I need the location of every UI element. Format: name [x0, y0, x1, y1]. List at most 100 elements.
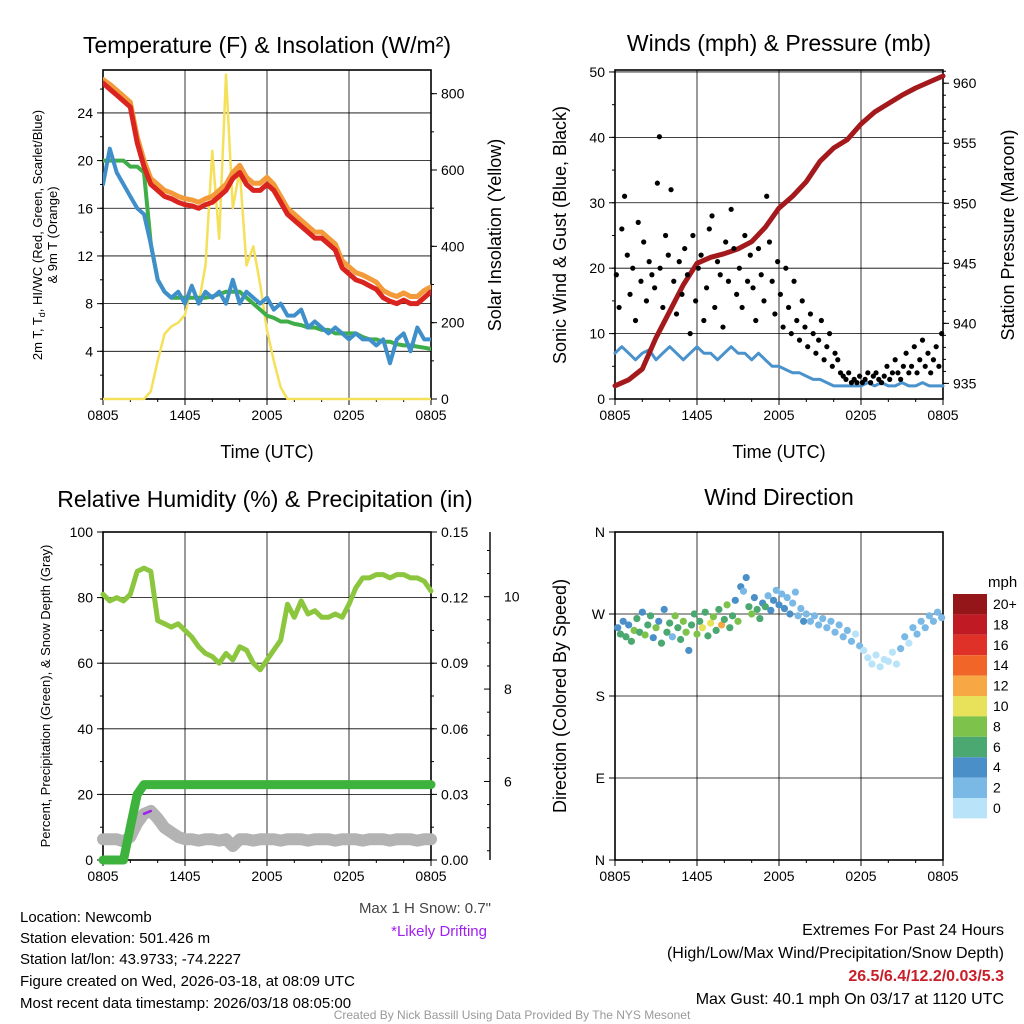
rh-y-tick-label: 0	[85, 852, 93, 868]
wind-direction-point	[671, 612, 679, 620]
legend-swatch-4	[953, 675, 987, 696]
legend-label: 12	[993, 678, 1009, 694]
wind-direction-point	[625, 621, 633, 629]
snow-depth-tick-label: 8	[504, 681, 512, 697]
temp-y2-tick-label: 200	[441, 315, 465, 331]
wind-direction-point	[769, 596, 778, 604]
gust-point	[928, 370, 934, 376]
legend-label: 10	[993, 698, 1009, 714]
temp-y-label: 2m T, Td, HI/WC (Red, Green, Scarlet/Blu…	[30, 110, 47, 360]
series-relative-humidity	[100, 565, 434, 673]
gust-point	[698, 252, 704, 258]
gust-point	[657, 265, 663, 271]
wind-direction-point	[638, 608, 646, 616]
wind-direction-point	[831, 628, 839, 636]
legend-label: 6	[993, 739, 1001, 755]
gust-point	[734, 291, 740, 297]
temp-y-label-subscript: d	[37, 312, 47, 317]
wind-direction-point	[652, 624, 660, 632]
legend-label: 14	[993, 657, 1009, 673]
wind-direction-point	[712, 626, 720, 635]
gust-point	[714, 259, 721, 265]
wind-direction-point	[843, 626, 851, 635]
wind-direction-point	[742, 573, 750, 582]
gust-point	[900, 363, 906, 369]
wind-direction-point	[938, 614, 946, 622]
wind-direction-point	[674, 624, 682, 632]
gust-point	[616, 304, 622, 311]
gust-point	[684, 272, 691, 278]
gust-point	[933, 344, 939, 350]
gust-point	[898, 376, 904, 382]
wind-direction-point	[709, 613, 718, 621]
wind-direction-point	[696, 617, 704, 625]
temp-x-tick-label: 2005	[251, 407, 282, 423]
gust-point	[632, 317, 639, 324]
wind-x-tick-label: 0205	[845, 407, 876, 423]
gust-point	[638, 278, 644, 284]
wind-direction-point	[756, 614, 764, 623]
legend-label: 16	[993, 637, 1009, 653]
wind-direction-point	[810, 612, 819, 620]
rh-y2-tick-label: 0.09	[441, 655, 468, 671]
gust-point	[799, 298, 805, 304]
gust-point	[854, 380, 860, 386]
gust-point	[703, 285, 710, 291]
legend-label: 4	[993, 759, 1001, 775]
wind-direction-point	[767, 606, 775, 614]
gust-point	[788, 330, 794, 337]
station-location: Location: Newcomb	[20, 909, 152, 926]
gust-point	[862, 376, 868, 382]
wind-direction-point	[897, 645, 905, 653]
legend-swatch-10	[953, 798, 987, 819]
snow-depth-tick-label: 6	[504, 773, 512, 789]
gust-point	[747, 252, 753, 258]
wind-direction-point	[726, 624, 734, 632]
wind-direction-point	[901, 633, 909, 641]
gust-point	[829, 363, 835, 369]
gust-point	[887, 376, 893, 382]
gust-point	[728, 206, 734, 212]
rh-y2-tick-label: 0.12	[441, 590, 468, 606]
wind-direction-point	[723, 601, 731, 609]
wind-direction-point	[715, 605, 723, 614]
wind-direction-point	[797, 604, 805, 613]
wind-y-tick-label: 40	[589, 129, 605, 145]
wind-y-tick-label: 30	[589, 195, 605, 211]
wind-direction-point	[660, 605, 668, 614]
dir-y-tick-label: W	[592, 606, 606, 622]
wind-direction-point	[800, 617, 808, 625]
dir-y-label: Direction (Colored By Speed)	[550, 579, 570, 813]
wind-y-tick-label: 0	[597, 391, 605, 407]
wind-direction-point	[921, 624, 929, 632]
wind-direction-point	[794, 612, 802, 620]
gust-point	[881, 373, 887, 379]
gust-point	[906, 370, 912, 376]
wind-direction-point	[728, 612, 737, 620]
gust-point	[723, 239, 729, 245]
legend-title: mph	[988, 574, 1017, 591]
wind-direction-point	[663, 628, 671, 636]
temp-y-label-part1: 2m T, T	[30, 317, 45, 360]
temp-y2-tick-label: 800	[441, 86, 465, 102]
gust-point	[660, 304, 666, 311]
wind-direction-point	[872, 651, 880, 659]
gust-point	[709, 213, 715, 219]
snow-depth-tick-label: 10	[504, 589, 520, 605]
station-latlon: Station lat/lon: 43.9733; -74.2227	[20, 951, 241, 968]
gust-point	[654, 180, 660, 186]
wind-direction-point	[802, 610, 810, 618]
wind-x-tick-label: 2005	[763, 407, 794, 423]
legend-swatch-7	[953, 736, 987, 758]
dir-x-tick-label: 0205	[845, 868, 876, 884]
gust-point	[785, 304, 792, 311]
legend-swatch-1	[953, 614, 987, 635]
gust-point	[624, 252, 630, 258]
rh-y-tick-label: 100	[70, 524, 94, 540]
gust-point	[895, 370, 901, 376]
temp-y2-tick-label: 0	[441, 391, 449, 407]
wind-direction-point	[864, 654, 872, 662]
gust-point	[914, 370, 920, 376]
gust-point	[693, 298, 699, 304]
